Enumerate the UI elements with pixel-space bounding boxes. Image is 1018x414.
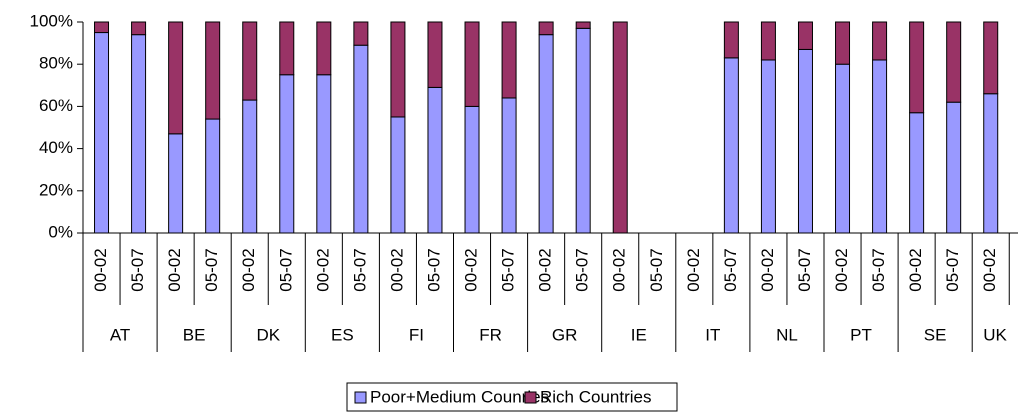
x-tick-label: 00-02 xyxy=(313,248,332,291)
legend-label: Rich Countries xyxy=(540,387,652,406)
bar-segment xyxy=(390,21,406,118)
bar-segment xyxy=(760,21,776,61)
x-tick-label: 05-07 xyxy=(869,248,888,291)
bar-segment xyxy=(168,133,184,234)
x-tick-label: 00-02 xyxy=(758,248,777,291)
x-tick-label: 00-02 xyxy=(906,248,925,291)
bar-segment xyxy=(242,99,258,234)
bar-segment xyxy=(205,118,221,234)
bar-segment xyxy=(538,21,554,36)
y-tick-label: 100% xyxy=(30,11,73,30)
bar-segment xyxy=(909,112,925,234)
bar-segment xyxy=(575,27,591,234)
group-label: FR xyxy=(479,325,502,344)
group-label: NL xyxy=(776,325,798,344)
bar-segment xyxy=(94,21,110,34)
x-tick-label: 05-07 xyxy=(721,248,740,291)
bar-segment xyxy=(872,59,888,234)
legend-swatch xyxy=(354,391,367,404)
x-tick-label: 00-02 xyxy=(610,248,629,291)
bar-segment xyxy=(205,21,221,120)
x-tick-label: 00-02 xyxy=(387,248,406,291)
group-label: SE xyxy=(924,325,947,344)
x-tick-label: 05-07 xyxy=(128,248,147,291)
bar-segment xyxy=(168,21,184,135)
group-label: AT xyxy=(110,325,130,344)
group-label: BE xyxy=(183,325,206,344)
bar-segment xyxy=(131,34,147,234)
group-label: FI xyxy=(409,325,424,344)
bar-segment xyxy=(872,21,888,61)
y-tick-label: 20% xyxy=(39,180,73,199)
bar-segment xyxy=(353,44,369,234)
bar-segment xyxy=(835,63,851,234)
bar-segment xyxy=(131,21,147,36)
x-tick-label: 05-07 xyxy=(350,248,369,291)
bar-segment xyxy=(390,116,406,234)
x-tick-label: 05-07 xyxy=(647,248,666,291)
x-tick-label: 00-02 xyxy=(239,248,258,291)
bar-segment xyxy=(835,21,851,65)
legend-label: Poor+Medium Counries xyxy=(370,387,549,406)
x-tick-label: 00-02 xyxy=(91,248,110,291)
bar-segment xyxy=(464,105,480,234)
x-tick-label: 00-02 xyxy=(832,248,851,291)
legend-box xyxy=(346,382,678,412)
bar-segment xyxy=(94,32,110,234)
x-tick-label: 05-07 xyxy=(943,248,962,291)
group-label: DK xyxy=(256,325,280,344)
bar-segment xyxy=(575,21,591,29)
bar-segment xyxy=(242,21,258,101)
x-tick-label: 00-02 xyxy=(980,248,999,291)
bar-segment xyxy=(797,21,813,50)
x-tick-label: 05-07 xyxy=(276,248,295,291)
y-tick-label: 0% xyxy=(48,222,73,241)
bar-segment xyxy=(279,21,295,76)
x-tick-label: 05-07 xyxy=(499,248,518,291)
bar-segment xyxy=(464,21,480,107)
x-tick-label: 05-07 xyxy=(424,248,443,291)
bar-segment xyxy=(946,101,962,234)
bar-segment xyxy=(723,21,739,59)
group-label: IE xyxy=(631,325,647,344)
bar-segment xyxy=(279,74,295,234)
bar-segment xyxy=(983,21,999,95)
bar-segment xyxy=(316,74,332,234)
bar-segment xyxy=(353,21,369,46)
bar-segment xyxy=(501,21,517,99)
bar-segment xyxy=(909,21,925,114)
group-label: IT xyxy=(705,325,720,344)
y-tick-label: 40% xyxy=(39,138,73,157)
bar-segment xyxy=(427,86,443,234)
y-tick-label: 60% xyxy=(39,96,73,115)
group-label: ES xyxy=(331,325,354,344)
group-label: PT xyxy=(850,325,872,344)
bar-segment xyxy=(316,21,332,76)
bar-segment xyxy=(946,21,962,103)
x-tick-label: 00-02 xyxy=(536,248,555,291)
bar-segment xyxy=(797,48,813,234)
bar-segment xyxy=(983,93,999,234)
x-tick-label: 00-02 xyxy=(165,248,184,291)
y-tick-label: 80% xyxy=(39,54,73,73)
bar-segment xyxy=(427,21,443,88)
x-tick-label: 05-07 xyxy=(202,248,221,291)
x-tick-label: 05-07 xyxy=(573,248,592,291)
x-tick-label: 00-02 xyxy=(462,248,481,291)
x-tick-label: 05-07 xyxy=(795,248,814,291)
bar-segment xyxy=(760,59,776,234)
bar-segment xyxy=(723,57,739,234)
group-label: GR xyxy=(552,325,578,344)
legend-swatch xyxy=(524,391,537,404)
bar-segment xyxy=(538,34,554,234)
x-tick-label: 00-02 xyxy=(684,248,703,291)
bar-segment xyxy=(612,21,628,234)
group-label: UK xyxy=(983,325,1007,344)
bar-segment xyxy=(501,97,517,234)
